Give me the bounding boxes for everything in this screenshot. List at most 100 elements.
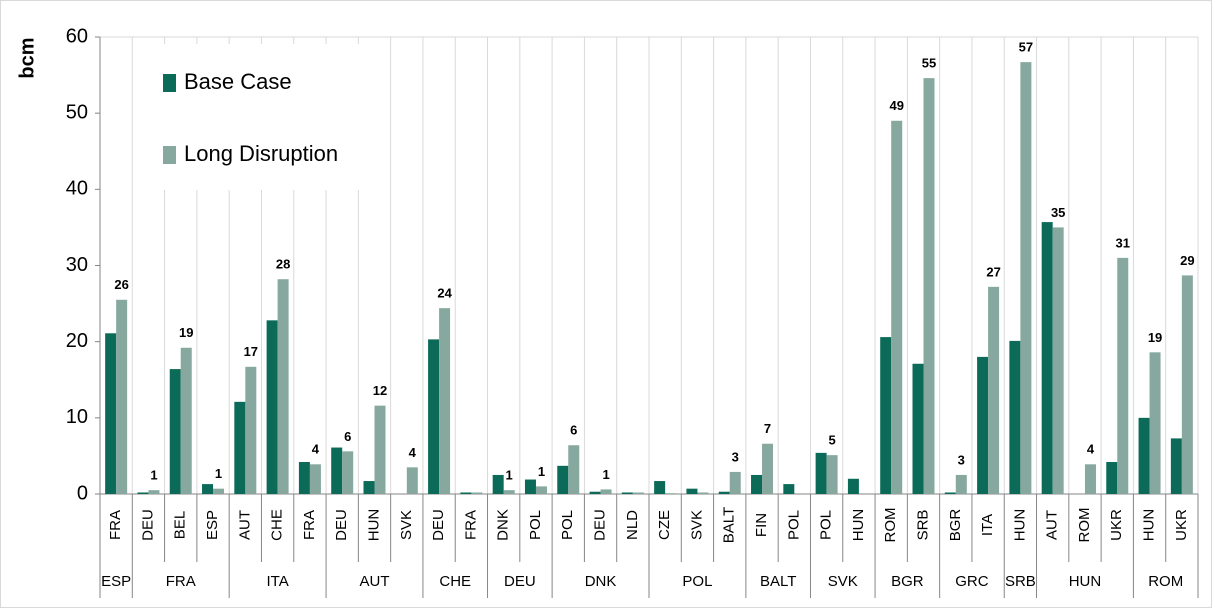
- value-label: 1: [538, 464, 545, 479]
- value-label: 1: [150, 468, 157, 483]
- bar: [503, 490, 515, 494]
- group-label: ITA: [267, 573, 289, 590]
- bar: [880, 337, 892, 494]
- legend-label: Long Disruption: [184, 141, 338, 166]
- bar: [718, 491, 730, 494]
- y-tick-label: 0: [77, 482, 88, 504]
- bar: [202, 484, 214, 494]
- value-label: 49: [889, 98, 903, 113]
- bar: [1009, 340, 1021, 494]
- value-label: 29: [1180, 253, 1194, 268]
- value-label: 4: [409, 445, 417, 460]
- value-label: 3: [732, 449, 739, 464]
- bar: [374, 405, 386, 494]
- bar: [460, 492, 472, 494]
- x-tick-label: POL: [818, 510, 835, 540]
- group-label: DEU: [504, 573, 536, 590]
- bar: [977, 356, 989, 494]
- value-label: 5: [829, 433, 836, 448]
- bar: [492, 474, 504, 494]
- y-tick-label: 20: [66, 330, 88, 352]
- legend-swatch: [163, 146, 176, 164]
- value-label: 19: [1148, 330, 1162, 345]
- group-label: AUT: [360, 573, 390, 590]
- bar: [137, 492, 149, 494]
- x-tick-label: DNK: [495, 509, 512, 541]
- value-label: 27: [986, 264, 1000, 279]
- x-tick-label: POL: [785, 510, 802, 540]
- bar: [524, 479, 536, 494]
- x-tick-label: DEU: [333, 509, 350, 541]
- bar: [568, 445, 580, 494]
- bar: [600, 489, 612, 494]
- x-tick-label: FIN: [753, 513, 770, 537]
- bar: [331, 447, 343, 494]
- bar: [654, 481, 666, 494]
- value-label: 1: [215, 466, 222, 481]
- value-label: 4: [1087, 442, 1095, 457]
- x-tick-label: ROM: [882, 508, 899, 543]
- bar: [697, 492, 709, 494]
- x-tick-label: DEU: [139, 509, 156, 541]
- bar: [912, 363, 924, 494]
- bar: [826, 455, 838, 494]
- value-label: 57: [1019, 40, 1033, 55]
- bar: [762, 443, 774, 494]
- group-label: GRC: [955, 573, 989, 590]
- bar: [169, 369, 181, 494]
- x-tick-label: AUT: [1044, 510, 1061, 540]
- bar: [751, 474, 763, 494]
- x-tick-label: SVK: [688, 510, 705, 540]
- value-label: 26: [114, 277, 128, 292]
- bar: [309, 464, 321, 494]
- bar: [783, 484, 795, 494]
- x-tick-label: UKR: [1108, 509, 1125, 541]
- bar: [535, 486, 547, 494]
- group-label: SVK: [828, 573, 858, 590]
- bar: [1181, 275, 1193, 494]
- bar: [1106, 462, 1118, 494]
- bar: [1138, 417, 1150, 494]
- bar: [363, 481, 375, 494]
- legend-label: Base Case: [184, 69, 292, 94]
- bar: [729, 471, 741, 494]
- x-tick-label: HUN: [850, 509, 867, 542]
- bar: [234, 401, 246, 494]
- bar: [406, 467, 418, 494]
- x-tick-label: CZE: [656, 510, 673, 540]
- x-tick-label: POL: [527, 510, 544, 540]
- value-label: 31: [1116, 235, 1130, 250]
- bar: [686, 488, 698, 494]
- x-tick-label: FRA: [462, 510, 479, 540]
- x-tick-label: AUT: [236, 510, 253, 540]
- bar: [815, 452, 827, 494]
- group-label: BGR: [891, 573, 924, 590]
- x-tick-label: SVK: [398, 510, 415, 540]
- bar: [1041, 222, 1053, 494]
- bar: [213, 488, 225, 494]
- x-tick-label: CHE: [269, 509, 286, 541]
- group-label: CHE: [439, 573, 471, 590]
- bar: [1117, 257, 1129, 494]
- value-label: 17: [244, 344, 258, 359]
- value-label: 6: [570, 423, 577, 438]
- bar: [428, 339, 440, 494]
- x-tick-label: ROM: [1076, 508, 1093, 543]
- x-tick-label: BALT: [721, 507, 738, 543]
- y-tick-label: 10: [66, 406, 88, 428]
- x-tick-label: BGR: [947, 509, 964, 542]
- value-label: 4: [312, 442, 320, 457]
- x-tick-label: HUN: [1141, 509, 1158, 542]
- value-label: 24: [437, 286, 452, 301]
- value-label: 6: [344, 429, 351, 444]
- bar: [266, 320, 278, 494]
- x-tick-label: HUN: [365, 509, 382, 542]
- bar: [847, 478, 859, 494]
- legend-swatch: [163, 74, 176, 92]
- bar: [1052, 227, 1064, 494]
- bar: [116, 299, 128, 494]
- value-label: 19: [179, 325, 193, 340]
- bar: [471, 492, 483, 494]
- value-label: 1: [602, 467, 609, 482]
